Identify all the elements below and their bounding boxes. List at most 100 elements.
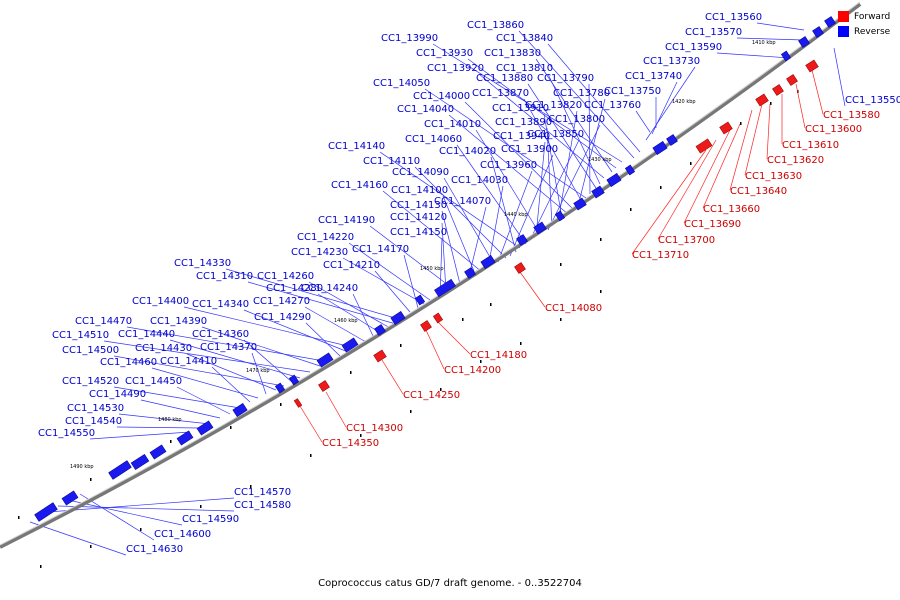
reverse-gene-box: [606, 173, 622, 187]
reverse-gene-box: [130, 453, 150, 471]
reverse-leader-line: [527, 83, 597, 189]
forward-gene-label: CC1_13580: [823, 110, 880, 121]
reverse-gene-label: CC1_13750: [604, 86, 661, 97]
reverse-gene-feature: [176, 430, 194, 446]
forward-gene-feature: [786, 74, 798, 86]
position-tick: [480, 360, 482, 363]
reverse-gene-label: CC1_14170: [352, 244, 409, 255]
position-tick: [520, 342, 522, 345]
scale-tick-label: 1430 kbp: [588, 157, 612, 163]
reverse-gene-box: [533, 221, 547, 235]
reverse-gene-label: CC1_14280: [266, 283, 323, 294]
forward-leader-line: [683, 129, 731, 224]
reverse-leader-line: [57, 505, 235, 512]
reverse-leader-line: [487, 185, 504, 269]
legend-reverse-label: Reverse: [854, 26, 891, 37]
map-caption: Coprococcus catus GD/7 draft genome. - 0…: [318, 578, 582, 589]
position-tick: [40, 565, 42, 568]
reverse-gene-label: CC1_13930: [416, 48, 473, 59]
forward-gene-feature: [514, 262, 526, 274]
reverse-gene-box: [812, 26, 824, 38]
scale-tick-label: 1450 kbp: [420, 266, 444, 272]
reverse-leader-line: [225, 268, 403, 321]
reverse-gene-label: CC1_13830: [484, 48, 541, 59]
reverse-gene-label: CC1_14370: [200, 342, 257, 353]
reverse-leader-line: [546, 127, 553, 227]
reverse-gene-box: [464, 267, 476, 279]
reverse-gene-label: CC1_14070: [434, 196, 491, 207]
position-tick: [350, 371, 352, 374]
forward-leader-line: [519, 271, 546, 308]
reverse-gene-label: CC1_13880: [476, 73, 533, 84]
reverse-gene-label: CC1_14460: [100, 357, 157, 368]
reverse-gene-box: [666, 134, 678, 146]
reverse-gene-label: CC1_14440: [118, 329, 175, 340]
reverse-gene-label: CC1_14290: [254, 312, 311, 323]
reverse-gene-label: CC1_14470: [75, 316, 132, 327]
reverse-gene-box: [414, 294, 426, 306]
reverse-gene-label: CC1_14240: [301, 283, 358, 294]
reverse-leader-line: [443, 177, 495, 265]
reverse-gene-label: CC1_13990: [381, 33, 438, 44]
reverse-leader-line: [833, 47, 846, 107]
forward-gene-box: [786, 74, 798, 86]
forward-gene-feature: [373, 349, 387, 363]
position-tick: [410, 410, 412, 413]
scale-tick-label: 1490 kbp: [70, 464, 94, 470]
reverse-gene-box: [624, 164, 636, 176]
position-tick: [560, 318, 562, 321]
reverse-gene-label: CC1_14110: [363, 156, 420, 167]
reverse-gene-feature: [573, 197, 587, 211]
reverse-gene-label: CC1_13820: [525, 100, 582, 111]
forward-leader-line: [744, 103, 763, 176]
reverse-leader-line: [547, 124, 601, 231]
reverse-gene-label: CC1_13870: [472, 88, 529, 99]
reverse-gene-label: CC1_14050: [373, 78, 430, 89]
reverse-leader-line: [374, 270, 411, 313]
reverse-leader-line: [736, 37, 805, 41]
reverse-gene-feature: [34, 502, 58, 522]
forward-leader-line: [325, 391, 347, 428]
forward-gene-label: CC1_13630: [745, 171, 802, 182]
reverse-gene-label: CC1_14570: [234, 487, 291, 498]
forward-gene-box: [420, 320, 432, 332]
reverse-leader-line: [176, 386, 231, 415]
reverse-leader-line: [140, 399, 221, 419]
forward-leader-line: [795, 83, 806, 129]
forward-leader-line: [729, 109, 753, 191]
reverse-leader-line: [183, 306, 357, 349]
forward-gene-label: CC1_13640: [730, 186, 787, 197]
reverse-gene-feature: [666, 134, 678, 146]
reverse-gene-label: CC1_14090: [392, 167, 449, 178]
position-tick: [90, 478, 92, 481]
position-tick: [600, 238, 602, 241]
reverse-gene-label: CC1_14000: [413, 91, 470, 102]
forward-leader-line: [381, 359, 404, 395]
reverse-gene-label: CC1_14130: [390, 200, 447, 211]
reverse-gene-feature: [274, 382, 286, 394]
forward-gene-box: [772, 84, 784, 96]
reverse-leader-line: [118, 413, 211, 425]
reverse-leader-line: [29, 521, 127, 556]
position-tick: [490, 303, 492, 306]
reverse-leader-line: [467, 58, 617, 169]
reverse-gene-feature: [341, 337, 359, 353]
feature-layer: [34, 16, 836, 522]
gene-label-layer: CC1_13560 CC1_13570 CC1_13590 CC1_13550 CC1_…: [38, 12, 900, 555]
reverse-gene-label: CC1_14400: [132, 296, 189, 307]
reverse-gene-label: CC1_13920: [427, 63, 484, 74]
reverse-gene-label: CC1_13900: [501, 144, 558, 155]
position-tick: [280, 403, 282, 406]
position-tick: [560, 263, 562, 266]
legend-forward-label: Forward: [854, 11, 891, 22]
reverse-leader-line: [577, 98, 606, 207]
reverse-leader-line: [635, 110, 651, 133]
reverse-leader-line: [348, 242, 431, 301]
reverse-leader-line: [490, 156, 517, 253]
position-tick: [770, 102, 772, 105]
reverse-leader-line: [79, 493, 155, 541]
reverse-leader-line: [89, 431, 191, 440]
reverse-gene-box: [516, 234, 528, 246]
reverse-gene-label: CC1_14540: [65, 416, 122, 427]
